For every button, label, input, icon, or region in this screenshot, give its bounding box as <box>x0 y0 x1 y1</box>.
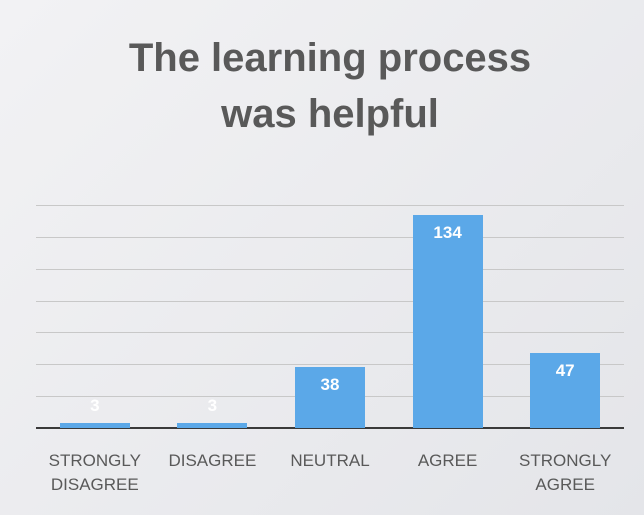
x-tick-label: STRONGLY DISAGREE <box>48 451 141 494</box>
grid-line <box>36 300 624 302</box>
bar <box>177 423 248 428</box>
grid-line <box>36 205 624 206</box>
data-label: 134 <box>433 222 462 242</box>
data-label: 38 <box>320 375 340 395</box>
x-tick-label: AGREE <box>417 451 478 470</box>
data-label: 3 <box>207 396 218 415</box>
chart-title: The learning process was helpful <box>128 36 532 136</box>
bar <box>295 367 365 428</box>
grid-line <box>36 332 624 334</box>
x-tick-label: DISAGREE <box>168 451 257 470</box>
grid-line <box>36 364 624 366</box>
bar <box>59 423 130 428</box>
data-label: 47 <box>555 361 575 381</box>
bar <box>530 353 601 428</box>
bar <box>412 214 483 428</box>
grid-line <box>36 268 624 270</box>
x-tick-label: STRONGLY AGREE <box>519 451 612 494</box>
data-label: 3 <box>90 396 100 415</box>
x-tick-label: NEUTRAL <box>290 451 370 470</box>
x-axis-line <box>36 427 624 429</box>
grid-line <box>36 236 624 238</box>
